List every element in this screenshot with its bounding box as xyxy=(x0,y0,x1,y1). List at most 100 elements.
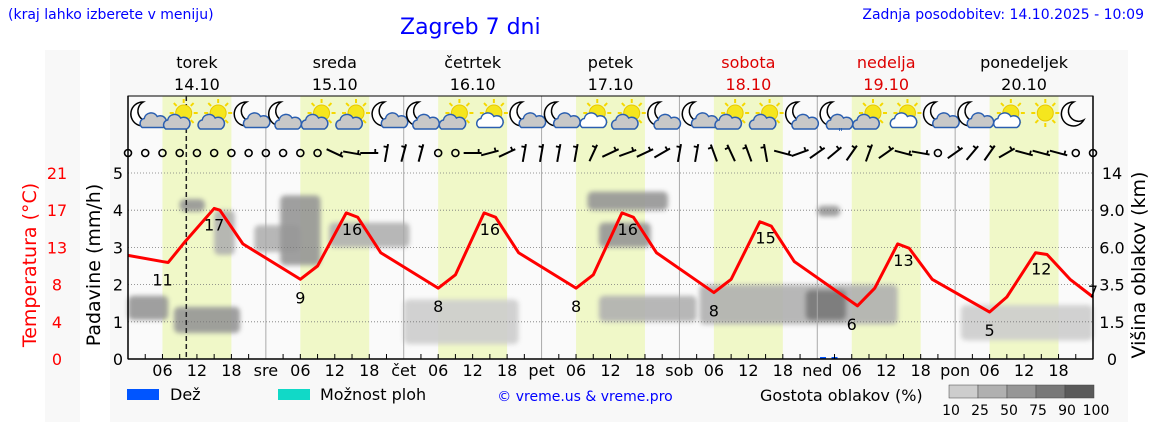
day-date: 16.10 xyxy=(450,75,496,94)
cloud-shape xyxy=(932,112,960,129)
wind-shaft xyxy=(763,143,769,163)
sun-ray xyxy=(621,102,626,107)
cloud-height-tick-label: 14 xyxy=(1102,164,1122,183)
wind-barb xyxy=(989,145,994,149)
sun-cloud-icon xyxy=(438,99,474,130)
credit-link[interactable]: © vreme.us & vreme.pro xyxy=(497,389,672,405)
x-tick-label: 06 xyxy=(566,361,586,380)
wind-barb-icon xyxy=(521,143,527,163)
sun-ray xyxy=(500,102,505,107)
precip-tick-label: 0 xyxy=(113,350,123,369)
day-name: torek xyxy=(176,53,218,72)
x-tick-label: 12 xyxy=(325,361,345,380)
sun-cloud-icon xyxy=(197,99,233,130)
moon-small-cloud-icon xyxy=(957,101,995,129)
sun-ray xyxy=(1034,102,1039,107)
x-tick-label: 18 xyxy=(910,361,930,380)
calm-wind-icon xyxy=(1088,148,1098,158)
sun-cloud-icon xyxy=(852,99,887,130)
x-tick-label: 06 xyxy=(842,361,862,380)
sun-cloud-icon xyxy=(335,99,371,130)
wind-barb-icon xyxy=(1015,149,1034,157)
cloud-density-swatch xyxy=(948,384,979,399)
cloud-blob xyxy=(805,290,847,320)
cloud-shape xyxy=(852,113,880,130)
wind-barb xyxy=(538,145,543,148)
calm-wind-icon xyxy=(140,148,150,158)
wind-barb-icon xyxy=(618,146,637,158)
cloud-blob xyxy=(960,305,1093,341)
wind-barb xyxy=(819,145,823,151)
wind-shaft xyxy=(400,144,408,162)
wind-barb-icon xyxy=(773,149,792,157)
temperature-label: 9 xyxy=(295,288,305,307)
wind-shaft xyxy=(1032,149,1051,157)
calm-wind-icon xyxy=(158,148,167,158)
wind-barb xyxy=(521,145,526,148)
sun-ray xyxy=(173,102,178,107)
cloud-shape xyxy=(579,112,608,129)
wind-barb xyxy=(555,145,561,148)
sun-small-cloud-icon xyxy=(992,99,1025,129)
wind-barb xyxy=(972,145,977,150)
calm-wind-icon xyxy=(1071,148,1081,158)
sun-ray xyxy=(896,102,902,107)
cloud-blob xyxy=(587,191,668,211)
temperature-label: 16 xyxy=(480,220,500,239)
wind-barb-icon xyxy=(601,146,620,158)
precip-axis-label: Padavine (mm/h) xyxy=(83,184,105,347)
wind-barb xyxy=(835,145,840,150)
sun-ray xyxy=(362,119,367,124)
wind-barb-icon xyxy=(965,145,979,161)
wind-shaft xyxy=(965,145,979,161)
wind-barb xyxy=(493,147,497,152)
wind-barb xyxy=(631,146,635,152)
cloud-shape xyxy=(748,113,777,130)
wind-barb-icon xyxy=(878,145,895,159)
temp-tick-label: 13 xyxy=(47,238,67,257)
temperature-label: 17 xyxy=(204,215,224,234)
wind-shaft xyxy=(326,148,344,158)
wind-barb xyxy=(339,151,343,156)
cloud-shape xyxy=(791,113,820,130)
day-name: nedelja xyxy=(857,53,916,72)
precip-tick-label: 4 xyxy=(113,201,123,220)
temperature-label: 16 xyxy=(618,220,638,239)
sun-ray xyxy=(724,102,729,107)
wind-shaft xyxy=(773,149,792,157)
cloud-density-tick: 90 xyxy=(1058,403,1076,419)
calm-wind-icon xyxy=(451,148,460,158)
wind-barb xyxy=(418,145,423,149)
cloud-shape xyxy=(610,113,639,130)
wind-barb-icon xyxy=(1032,149,1051,157)
wind-barb xyxy=(357,149,360,155)
wind-barb-icon xyxy=(676,143,682,163)
wind-barb-icon xyxy=(998,146,1016,159)
sun-ray xyxy=(448,102,454,107)
sun-ray xyxy=(1051,119,1056,124)
wind-barb xyxy=(724,146,729,151)
sun-ray xyxy=(879,119,884,124)
wind-barb-icon xyxy=(400,144,408,162)
cloud-shape xyxy=(518,112,547,129)
x-tick-label: 18 xyxy=(635,361,655,380)
wind-shaft xyxy=(726,144,736,162)
wind-barb-icon xyxy=(463,149,482,154)
temperature-label: 13 xyxy=(893,251,913,270)
wind-barb xyxy=(866,145,872,149)
temperature-line xyxy=(127,206,1094,314)
calm-wind-icon xyxy=(192,148,202,158)
moon-small-cloud-icon xyxy=(681,101,719,129)
wind-barb xyxy=(383,145,388,148)
cloud-shape xyxy=(242,112,271,129)
precip-tick-label: 2 xyxy=(113,276,123,295)
sun-ray xyxy=(483,102,488,107)
rain-legend-swatch xyxy=(127,389,159,400)
temp-tick-label: 17 xyxy=(47,201,67,220)
moon-small-cloud-icon xyxy=(543,101,581,129)
last-updated: Zadnja posodobitev: 14.10.2025 - 10:09 xyxy=(862,7,1144,23)
sun-cloud-icon xyxy=(714,99,750,130)
showers-legend-swatch xyxy=(278,389,310,400)
moon-cloud-icon xyxy=(647,101,682,130)
